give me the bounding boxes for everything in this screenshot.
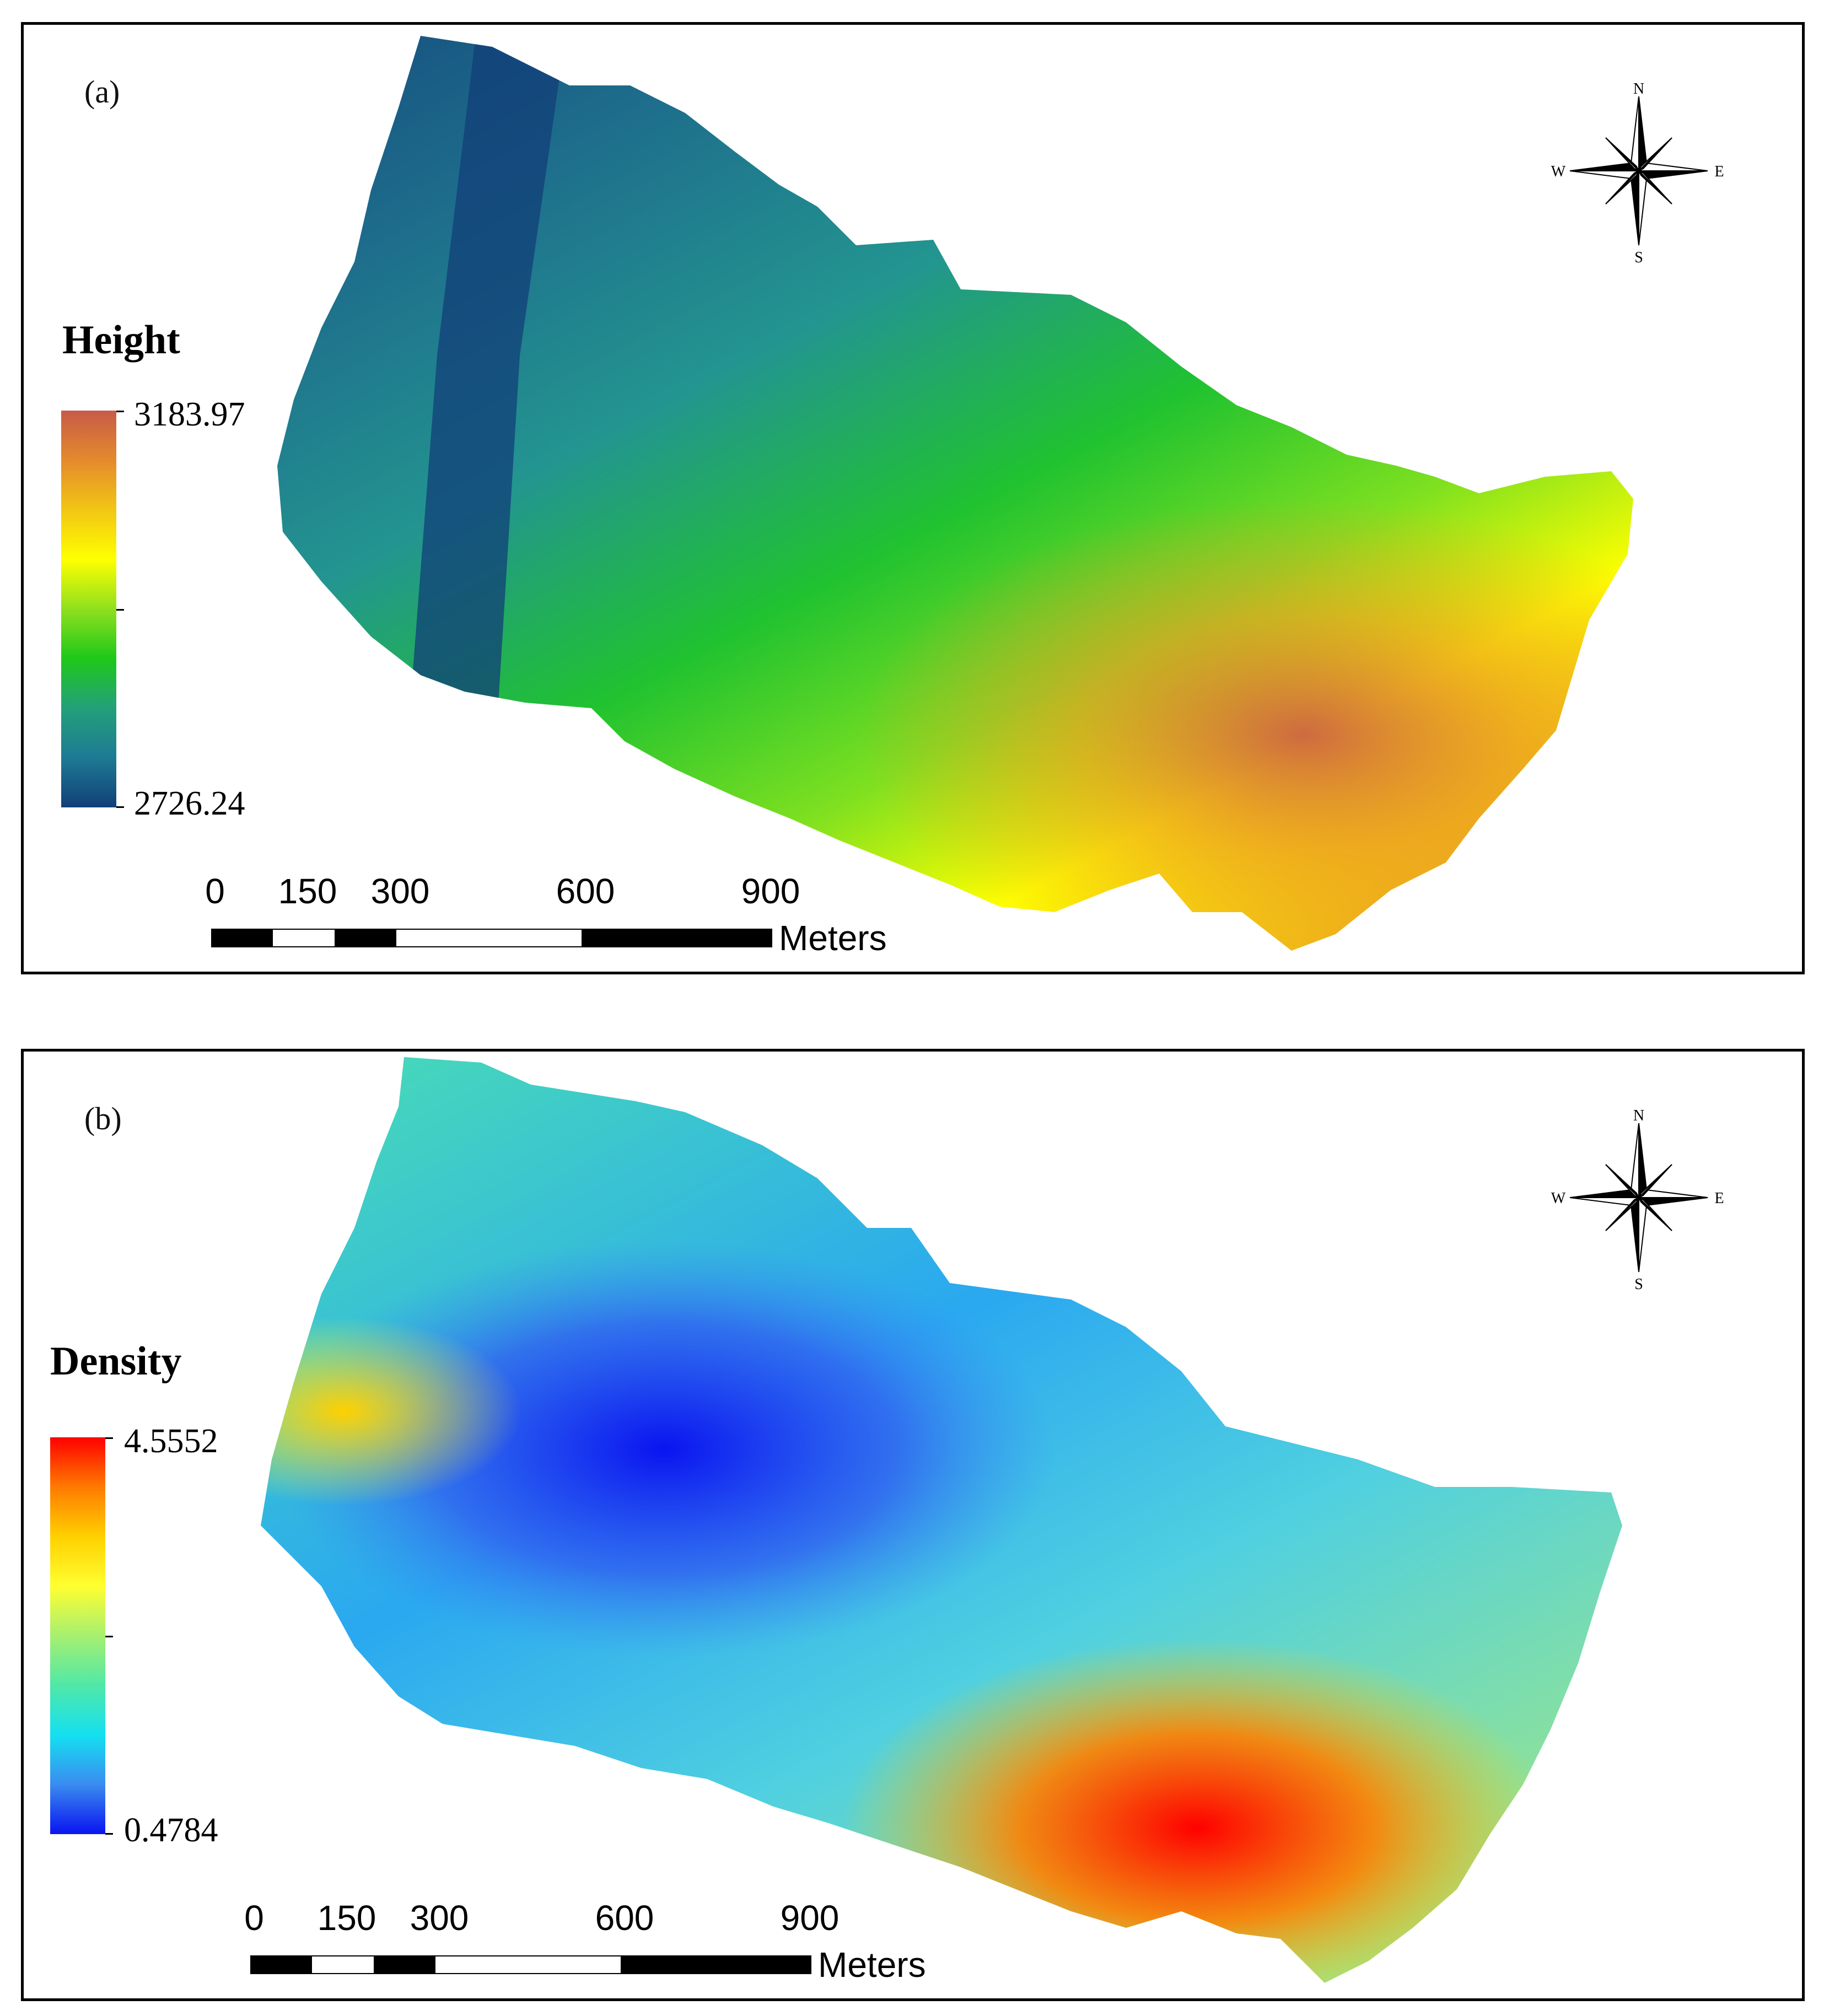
compass-e: E xyxy=(1714,163,1724,180)
scale-tick-label: 0 xyxy=(244,1898,264,1938)
scale-tick-label: 0 xyxy=(205,871,225,911)
compass-n: N xyxy=(1633,80,1644,98)
density-map-panel: (b) N S E W Density 4.5552 0.4784 0 150 … xyxy=(21,1049,1805,2001)
north-arrow-icon: N S E W xyxy=(1551,1107,1724,1291)
panel-label: (b) xyxy=(84,1101,122,1136)
scale-unit: Meters xyxy=(818,1945,926,1985)
height-raster xyxy=(277,36,1633,951)
ramp-tick xyxy=(116,806,124,808)
height-map-panel: (a) N S E W Height 3183.97 2726.24 0 150… xyxy=(21,22,1805,974)
scale-tick-label: 600 xyxy=(595,1898,654,1938)
panel-label: (a) xyxy=(84,74,120,110)
scale-tick-label: 150 xyxy=(278,871,337,911)
north-arrow-icon: N S E W xyxy=(1551,80,1724,265)
scale-tick-label: 300 xyxy=(410,1898,469,1938)
ramp-tick xyxy=(105,1833,113,1835)
height-map xyxy=(277,36,1633,951)
legend-max: 4.5552 xyxy=(124,1422,218,1460)
ramp-tick xyxy=(116,411,124,412)
density-map xyxy=(261,1057,1622,1983)
legend-title: Density xyxy=(50,1339,182,1384)
compass-w: W xyxy=(1551,163,1566,180)
color-ramp xyxy=(61,411,116,807)
ramp-tick xyxy=(105,1437,113,1439)
compass-n: N xyxy=(1633,1107,1644,1124)
legend-max: 3183.97 xyxy=(134,396,245,433)
density-raster xyxy=(261,1057,1622,1983)
scale-bar xyxy=(211,929,772,947)
compass-s: S xyxy=(1634,249,1643,265)
scale-tick-label: 900 xyxy=(780,1898,840,1938)
compass-e: E xyxy=(1714,1190,1724,1207)
ramp-tick xyxy=(105,1636,113,1637)
legend-min: 0.4784 xyxy=(124,1812,218,1849)
scale-tick-label: 300 xyxy=(370,871,430,911)
scale-tick-label: 600 xyxy=(556,871,615,911)
color-ramp xyxy=(50,1437,105,1834)
legend-min: 2726.24 xyxy=(134,785,245,822)
scale-bar xyxy=(250,1955,811,1974)
compass-w: W xyxy=(1551,1190,1566,1207)
scale-unit: Meters xyxy=(779,918,887,958)
scale-tick-label: 150 xyxy=(317,1898,376,1938)
compass-s: S xyxy=(1634,1276,1643,1291)
legend-title: Height xyxy=(62,317,180,363)
ramp-tick xyxy=(116,609,124,611)
scale-tick-label: 900 xyxy=(741,871,800,911)
